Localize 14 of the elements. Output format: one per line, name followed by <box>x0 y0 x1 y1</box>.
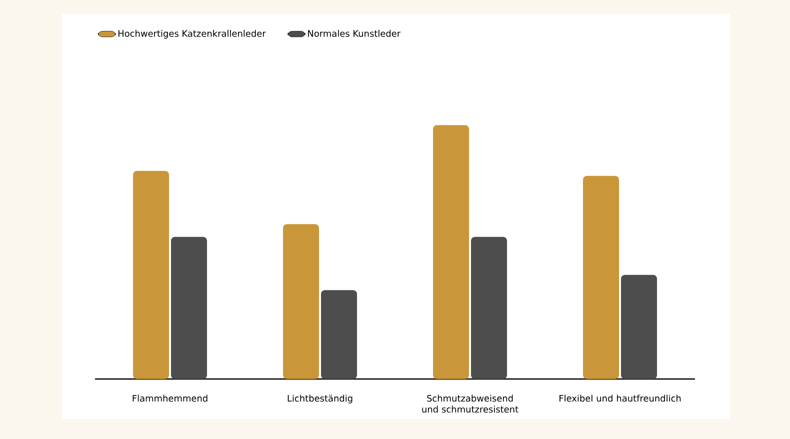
bar <box>583 176 620 379</box>
legend-label: Hochwertiges Katzenkrallenleder <box>118 30 266 39</box>
bar <box>133 170 170 379</box>
x-tick-label: Flexibel und hautfreundlich <box>560 394 681 402</box>
x-tick-label: Flammhemmend <box>132 394 208 402</box>
bar <box>321 290 358 379</box>
x-tick-label: Schmutzabweisend und schmutzresistent <box>422 394 518 413</box>
bar <box>433 125 470 379</box>
legend-label: Normales Kunstleder <box>308 30 401 37</box>
bar <box>471 236 508 379</box>
x-tick-label: Lichtbeständig <box>288 394 352 404</box>
bar <box>171 236 208 379</box>
bar <box>283 224 320 379</box>
bar <box>621 274 657 379</box>
